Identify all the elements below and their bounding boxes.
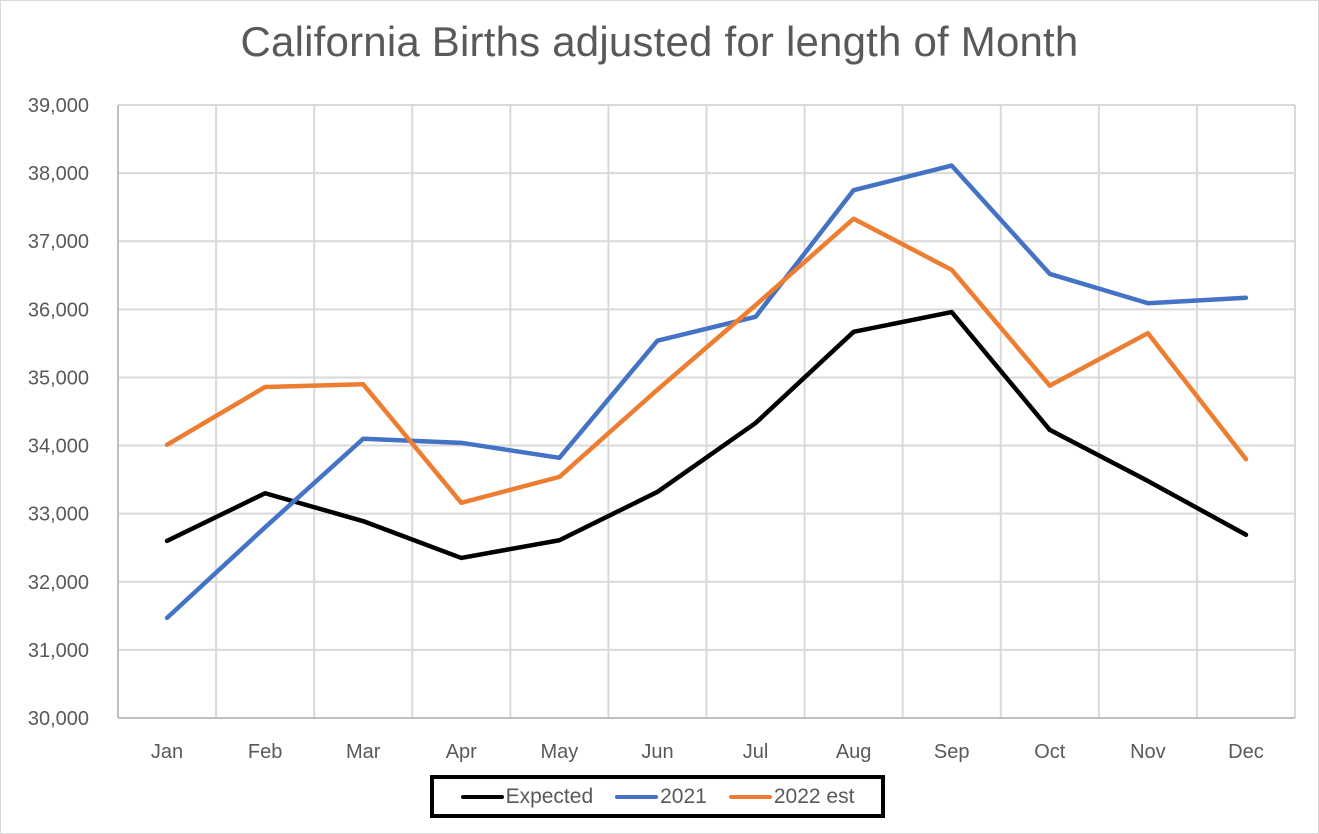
x-tick-label: Sep xyxy=(934,741,970,763)
x-tick-label: Jan xyxy=(151,741,183,763)
series-lines xyxy=(164,163,1249,621)
legend-label: 2022 est xyxy=(773,784,855,808)
legend-item-expected: Expected xyxy=(460,784,594,809)
y-tick-label: 33,000 xyxy=(28,504,89,526)
y-tick-label: 32,000 xyxy=(28,572,89,594)
x-tick-label: Dec xyxy=(1228,741,1264,763)
gridlines xyxy=(117,104,1296,719)
x-tick-label: Feb xyxy=(248,741,282,763)
series-line-2022-est xyxy=(164,216,1249,506)
y-tick-label: 36,000 xyxy=(28,299,89,321)
x-tick-label: Oct xyxy=(1034,741,1066,763)
y-tick-label: 34,000 xyxy=(28,436,89,458)
x-tick-label: Nov xyxy=(1130,741,1166,763)
legend-item-2022-est: 2022 est xyxy=(728,784,855,809)
x-tick-label: Aug xyxy=(836,741,872,763)
x-tick-label: Jul xyxy=(743,741,769,763)
y-tick-label: 39,000 xyxy=(28,95,89,117)
series-line-2021 xyxy=(164,163,1249,621)
y-tick-label: 30,000 xyxy=(28,708,89,730)
x-axis-ticks: Jan Feb Mar Apr May Jun Jul Aug Sep Oct Nov Dec xyxy=(151,741,1264,763)
legend-swatch xyxy=(460,794,504,799)
y-tick-label: 38,000 xyxy=(28,163,89,185)
y-tick-label: 35,000 xyxy=(28,367,89,389)
legend: Expected 2021 2022 est xyxy=(430,775,885,818)
x-tick-label: Mar xyxy=(346,741,381,763)
x-tick-label: Apr xyxy=(446,741,477,763)
legend-label: Expected xyxy=(505,784,594,808)
series-line-expected xyxy=(164,309,1249,561)
y-axis-ticks: 30,000 31,000 32,000 33,000 34,000 35,000 36,0… xyxy=(28,95,89,730)
y-tick-label: 37,000 xyxy=(28,231,89,253)
x-tick-label: Jun xyxy=(641,741,673,763)
x-tick-label: May xyxy=(540,741,578,763)
y-tick-label: 31,000 xyxy=(28,640,89,662)
legend-item-2021: 2021 xyxy=(615,785,707,809)
legend-swatch xyxy=(615,794,659,799)
legend-label: 2021 xyxy=(660,784,707,808)
legend-swatch xyxy=(728,794,772,799)
chart-title: California Births adjusted for length of… xyxy=(240,18,1079,65)
